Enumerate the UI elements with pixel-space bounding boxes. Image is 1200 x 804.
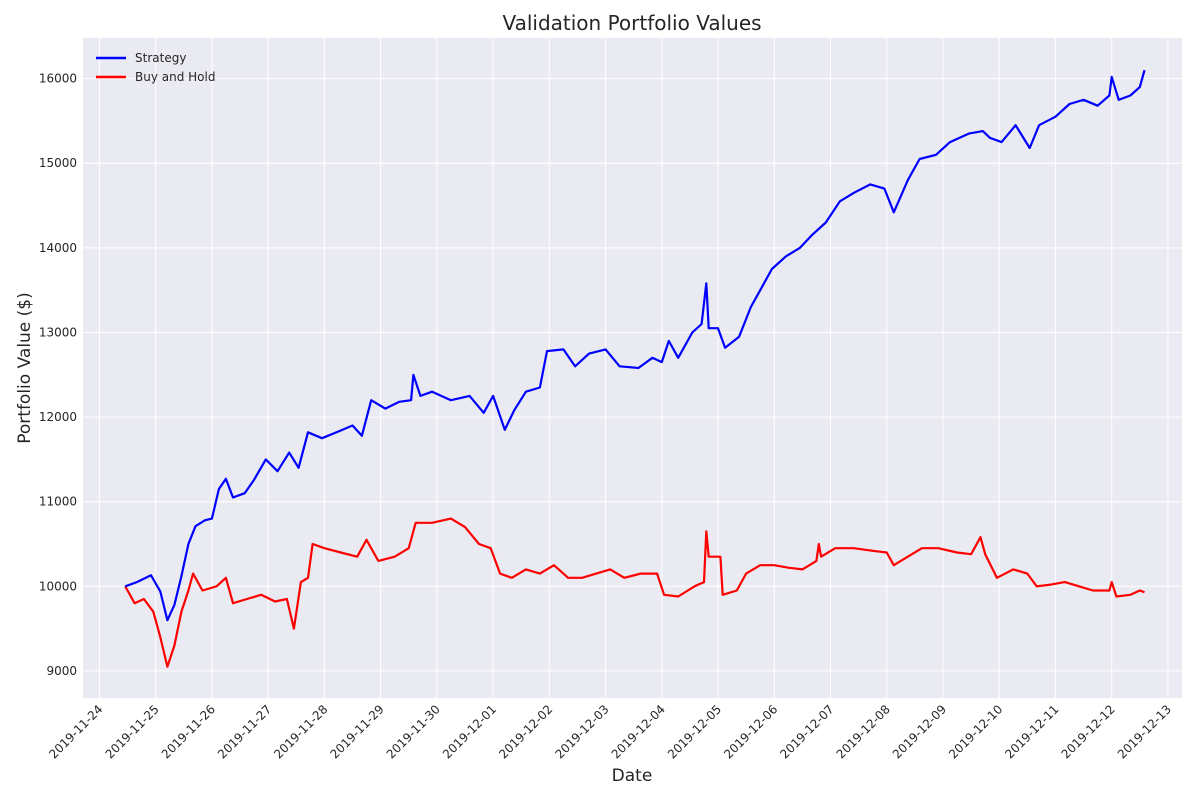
y-tick-label: 12000 [39, 410, 77, 424]
chart-title: Validation Portfolio Values [502, 11, 761, 35]
series-layer [124, 69, 1146, 668]
y-tick-label: 14000 [39, 241, 77, 255]
y-tick-labels: 9000 10000 11000 12000 13000 14000 15000 16000 [39, 72, 77, 678]
series-line-buy-and-hold [124, 517, 1145, 668]
y-tick-label: 11000 [39, 495, 77, 509]
x-tick-label: 2019-11-27 [215, 702, 274, 761]
y-tick-label: 16000 [39, 72, 77, 86]
y-tick-label: 9000 [46, 664, 77, 678]
x-tick-label: 2019-12-09 [890, 702, 949, 761]
y-tick-label: 13000 [39, 325, 77, 339]
x-tick-label: 2019-12-05 [665, 702, 724, 761]
x-tick-label: 2019-12-07 [777, 702, 836, 761]
x-tick-label: 2019-12-08 [834, 702, 893, 761]
x-tick-label: 2019-11-28 [271, 702, 330, 761]
x-tick-label: 2019-12-01 [440, 702, 499, 761]
y-axis-label: Portfolio Value ($) [15, 292, 35, 444]
legend: Strategy Buy and Hold [96, 51, 215, 84]
x-tick-label: 2019-12-13 [1115, 702, 1174, 761]
x-tick-label: 2019-11-30 [384, 702, 443, 761]
x-tick-label: 2019-11-26 [159, 702, 218, 761]
x-tick-label: 2019-11-25 [103, 702, 162, 761]
x-tick-label: 2019-12-03 [552, 702, 611, 761]
x-tick-label: 2019-12-04 [609, 702, 668, 761]
legend-label: Strategy [135, 51, 186, 65]
x-tick-label: 2019-12-12 [1059, 702, 1118, 761]
x-tick-label: 2019-12-11 [1002, 702, 1061, 761]
x-tick-label: 2019-11-24 [46, 702, 105, 761]
legend-label: Buy and Hold [135, 70, 215, 84]
x-tick-label: 2019-11-29 [327, 702, 386, 761]
x-tick-labels: 2019-11-242019-11-252019-11-262019-11-27… [46, 702, 1174, 761]
x-tick-label: 2019-12-06 [721, 702, 780, 761]
x-axis-label: Date [612, 766, 653, 786]
x-tick-label: 2019-12-10 [946, 702, 1005, 761]
series-line-strategy [124, 69, 1146, 622]
y-tick-label: 10000 [39, 579, 77, 593]
x-tick-label: 2019-12-02 [496, 702, 555, 761]
y-tick-label: 15000 [39, 156, 77, 170]
